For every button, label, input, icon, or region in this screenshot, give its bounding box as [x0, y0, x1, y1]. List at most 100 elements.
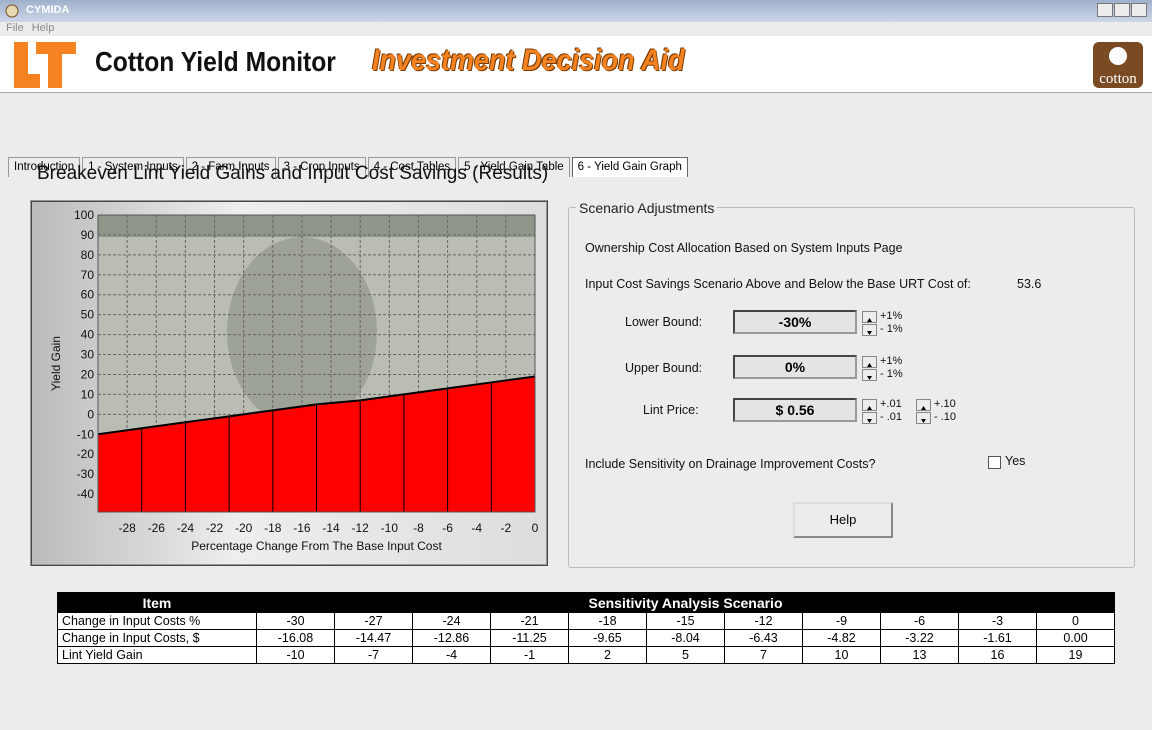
- arrow-shape: [867, 331, 872, 335]
- table-cell: -8.04: [647, 630, 725, 647]
- arrow: [863, 328, 876, 338]
- header: Cotton Yield Monitor Investment Decision…: [0, 36, 1152, 93]
- table-cell: 16: [959, 647, 1037, 664]
- base-cost-value: 53.6: [1017, 277, 1041, 291]
- spin-down[interactable]: [916, 412, 931, 424]
- table-cell: Change in Input Costs, $: [58, 630, 257, 647]
- y-tick-label: 70: [81, 268, 95, 282]
- table-cell: -21: [491, 613, 569, 630]
- table-cell: -27: [335, 613, 413, 630]
- x-tick-label: -24: [177, 521, 195, 535]
- x-tick-label: -14: [322, 521, 340, 535]
- lint-price-label: Lint Price:: [643, 403, 699, 417]
- arrow-shape: [921, 406, 926, 410]
- spin-up[interactable]: [862, 311, 877, 323]
- menu-item[interactable]: Help: [32, 22, 55, 36]
- table-cell: -24: [413, 613, 491, 630]
- drainage-checkbox[interactable]: [988, 456, 1001, 469]
- spin-label: - 1%: [880, 368, 903, 380]
- spin-down[interactable]: [862, 369, 877, 381]
- spin-label: - .10: [934, 411, 956, 423]
- table-cell: Lint Yield Gain: [58, 647, 257, 664]
- arrow-shape: [867, 318, 872, 322]
- x-axis-label: Percentage Change From The Base Input Co…: [191, 539, 442, 553]
- table-cell: -4.82: [803, 630, 881, 647]
- y-tick-label: 30: [81, 348, 95, 362]
- maximize-button[interactable]: [1114, 3, 1130, 17]
- close-button[interactable]: [1131, 3, 1147, 17]
- upper-bound-label: Upper Bound:: [625, 361, 702, 375]
- menu-item[interactable]: File: [6, 22, 24, 36]
- checkbox-label: Yes: [1005, 454, 1025, 468]
- arrow-shape: [867, 363, 872, 367]
- table-cell: 13: [881, 647, 959, 664]
- table-cell: Change in Input Costs %: [58, 613, 257, 630]
- arrow: [917, 416, 930, 426]
- x-tick-label: -6: [442, 521, 453, 535]
- y-tick-label: 0: [87, 407, 94, 421]
- x-tick-label: -26: [148, 521, 166, 535]
- table-cell: -16.08: [257, 630, 335, 647]
- arrow: [863, 416, 876, 426]
- spin-label: +1%: [880, 355, 902, 367]
- y-tick-label: 40: [81, 328, 95, 342]
- table-cell: -9: [803, 613, 881, 630]
- y-tick-label: 50: [81, 308, 95, 322]
- table-row: Change in Input Costs %-30-27-24-21-18-1…: [58, 613, 1115, 630]
- spin-label: - 1%: [880, 323, 903, 335]
- x-tick-label: -22: [206, 521, 224, 535]
- x-tick-label: -16: [293, 521, 311, 535]
- table-cell: 10: [803, 647, 881, 664]
- table-cell: -3: [959, 613, 1037, 630]
- table-cell: -10: [257, 647, 335, 664]
- table-cell: -11.25: [491, 630, 569, 647]
- app-icon: [4, 3, 20, 19]
- table-cell: -12: [725, 613, 803, 630]
- x-tick-label: 0: [532, 521, 539, 535]
- y-tick-label: -30: [77, 467, 95, 481]
- arrow: [863, 373, 876, 383]
- table-cell: 7: [725, 647, 803, 664]
- arrow-shape: [867, 376, 872, 380]
- header-cell: Sensitivity Analysis Scenario: [257, 593, 1115, 613]
- y-tick-label: 60: [81, 288, 95, 302]
- minimize-button[interactable]: [1097, 3, 1113, 17]
- table-row: Change in Input Costs, $-16.08-14.47-12.…: [58, 630, 1115, 647]
- arrow-shape: [867, 419, 872, 423]
- x-tick-label: -4: [471, 521, 482, 535]
- y-tick-label: -20: [77, 447, 95, 461]
- spin-up[interactable]: [862, 399, 877, 411]
- sensitivity-table: ItemSensitivity Analysis ScenarioChange …: [57, 592, 1115, 664]
- spin-label: +.10: [934, 398, 956, 410]
- table-cell: -14.47: [335, 630, 413, 647]
- table-cell: -1.61: [959, 630, 1037, 647]
- x-tick-label: -12: [352, 521, 370, 535]
- table-cell: -1: [491, 647, 569, 664]
- y-tick-label: -40: [77, 487, 95, 501]
- spin-down[interactable]: [862, 412, 877, 424]
- help-button[interactable]: Help: [793, 502, 893, 538]
- window-title: CYMIDA: [26, 4, 69, 16]
- table-cell: -6: [881, 613, 959, 630]
- arrow-shape: [921, 419, 926, 423]
- chart: -40-30-20-100102030405060708090100-28-26…: [32, 202, 546, 564]
- spin-up[interactable]: [862, 356, 877, 368]
- y-tick-label: 80: [81, 248, 95, 262]
- title-bar: CYMIDA: [0, 0, 1152, 22]
- chart-frame: -40-30-20-100102030405060708090100-28-26…: [30, 200, 548, 566]
- background-band: [98, 215, 535, 237]
- app-subtitle: Investment Decision Aid: [372, 44, 685, 78]
- spin-label: - .01: [880, 411, 902, 423]
- spin-down[interactable]: [862, 324, 877, 336]
- spin-up[interactable]: [916, 399, 931, 411]
- table-cell: -3.22: [881, 630, 959, 647]
- table-cell: 19: [1037, 647, 1115, 664]
- tab[interactable]: 6 - Yield Gain Graph: [572, 157, 688, 177]
- allocation-note: Ownership Cost Allocation Based on Syste…: [585, 241, 903, 255]
- y-tick-label: 100: [74, 208, 94, 222]
- table-cell: -12.86: [413, 630, 491, 647]
- table-cell: -7: [335, 647, 413, 664]
- lower-bound-label: Lower Bound:: [625, 315, 702, 329]
- app-title: Cotton Yield Monitor: [95, 46, 336, 78]
